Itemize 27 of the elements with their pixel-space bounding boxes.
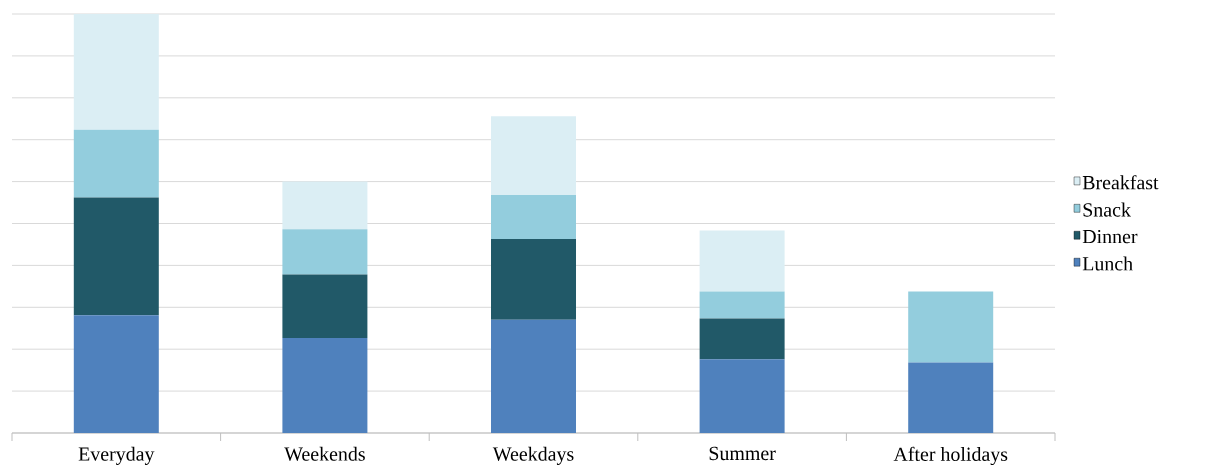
bar <box>699 318 785 360</box>
bar <box>908 362 994 433</box>
x-tick-label: Weekends <box>284 446 365 461</box>
bar <box>699 359 785 433</box>
bar <box>282 181 368 230</box>
legend-label: Breakfast <box>1082 175 1159 190</box>
x-tick-label: Summer <box>709 446 776 461</box>
bar <box>699 291 785 319</box>
legend-label: Snack <box>1083 202 1131 217</box>
x-tick-label: Everyday <box>78 446 155 465</box>
bar <box>491 195 576 239</box>
bar <box>491 319 576 433</box>
bar <box>908 291 994 363</box>
bar <box>699 230 785 292</box>
bar <box>282 274 368 338</box>
legend-label: Lunch <box>1082 256 1133 271</box>
bar <box>282 229 368 275</box>
bar <box>73 129 159 198</box>
bar <box>73 197 159 316</box>
legend-label: Dinner <box>1082 229 1138 244</box>
bar <box>282 337 368 433</box>
bar <box>73 14 159 130</box>
x-tick-label: Weekdays <box>492 446 574 465</box>
bar <box>491 239 576 320</box>
x-tick-label: After holidays <box>893 446 1008 466</box>
bar <box>73 315 159 433</box>
bar <box>491 116 576 195</box>
